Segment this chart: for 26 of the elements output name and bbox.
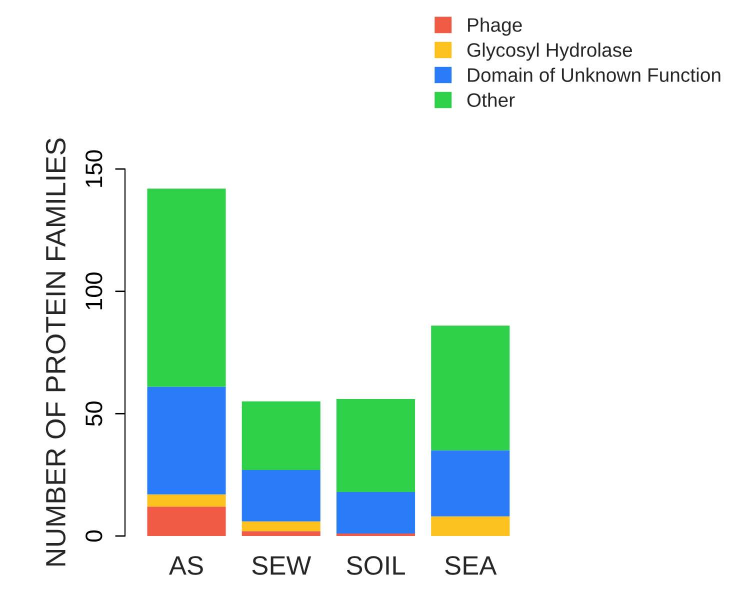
bar — [147, 188, 226, 387]
bar — [336, 492, 416, 534]
bar — [242, 401, 320, 470]
legend-label: Other — [467, 92, 515, 107]
legend-label: Phage — [468, 18, 522, 36]
bar — [147, 506, 226, 536]
x-tick-label: AS — [168, 556, 203, 575]
y-tick-label: 0 — [86, 530, 102, 542]
bar — [336, 398, 416, 492]
bar — [431, 450, 510, 516]
bar — [431, 516, 510, 536]
y-tick-label: 150 — [86, 150, 102, 187]
legend-label: Glycosyl Hydrolase — [467, 42, 632, 61]
x-tick-label: SOIL — [346, 556, 405, 575]
bar — [242, 521, 320, 532]
bar — [431, 326, 510, 450]
x-tick-label: SEW — [252, 556, 312, 575]
x-tick-label: SEA — [445, 556, 497, 575]
bar — [147, 386, 226, 494]
y-tick-label: 50 — [86, 401, 102, 426]
bar — [242, 531, 320, 536]
bar — [242, 470, 320, 522]
bar — [147, 494, 226, 507]
legend-label: Domain of Unknown Function — [468, 68, 720, 82]
y-axis-title: NUMBER OF PROTEIN FAMILIES — [46, 138, 66, 566]
y-tick-label: 100 — [86, 272, 102, 310]
